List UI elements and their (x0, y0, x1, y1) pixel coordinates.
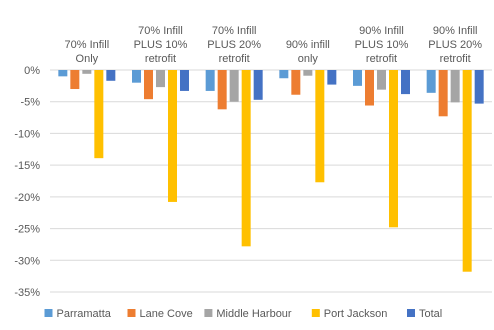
y-tick-label: -25% (14, 224, 40, 236)
bar-middle-harbour (303, 70, 312, 76)
bar-total (254, 70, 263, 100)
category-label: 70% Infill PLUS 10% retrofit (134, 25, 188, 65)
bar-middle-harbour (82, 70, 91, 74)
category-label-line: 90% Infill (433, 25, 478, 37)
category-label-line: PLUS 20% (428, 39, 482, 51)
bar-port-jackson (389, 70, 398, 227)
category-label-line: 70% Infill (138, 25, 183, 37)
bar-total (180, 70, 189, 91)
bar-total (327, 70, 336, 85)
bar-total (401, 70, 410, 94)
category-label-line: 90% infill (286, 39, 330, 51)
bar-port-jackson (242, 70, 251, 246)
y-tick-label: -20% (14, 192, 40, 204)
legend-swatch-parramatta (45, 309, 53, 317)
y-tick-label: 0% (24, 65, 40, 77)
bar-parramatta (353, 70, 362, 86)
bar-middle-harbour (451, 70, 460, 102)
bar-parramatta (279, 70, 288, 78)
bar-port-jackson (168, 70, 177, 202)
category-label-line: PLUS 10% (355, 39, 409, 51)
category-label-line: 90% Infill (359, 25, 404, 37)
bar-lane-cove (218, 70, 227, 109)
bar-parramatta (132, 70, 141, 83)
bar-middle-harbour (230, 70, 239, 102)
category-label-line: 70% Infill (65, 39, 110, 51)
bar-middle-harbour (377, 70, 386, 90)
bar-port-jackson (315, 70, 324, 182)
bar-lane-cove (439, 70, 448, 116)
legend-label-middle-harbour: Middle Harbour (216, 308, 292, 320)
bar-lane-cove (365, 70, 374, 106)
bar-port-jackson (463, 70, 472, 272)
bar-lane-cove (144, 70, 153, 99)
category-label-line: PLUS 10% (134, 39, 188, 51)
legend-label-parramatta: Parramatta (57, 308, 112, 320)
category-label: 70% Infill Only (65, 39, 110, 65)
bar-lane-cove (70, 70, 79, 89)
legend-swatch-middle-harbour (204, 309, 212, 317)
bar-parramatta (206, 70, 215, 91)
legend-swatch-port-jackson (312, 309, 320, 317)
y-tick-label: -5% (20, 97, 40, 109)
y-tick-label: -35% (14, 287, 40, 299)
category-label-line: PLUS 20% (207, 39, 261, 51)
category-label-line: only (298, 53, 319, 65)
category-label: 70% Infill PLUS 20% retrofit (207, 25, 261, 65)
category-label-line: retrofit (440, 53, 471, 65)
category-label-line: 70% Infill (212, 25, 257, 37)
bar-total (106, 70, 115, 81)
y-tick-label: -15% (14, 160, 40, 172)
category-label-line: retrofit (219, 53, 250, 65)
y-tick-label: -30% (14, 255, 40, 267)
legend-label-lane-cove: Lane Cove (140, 308, 193, 320)
legend-label-total: Total (419, 308, 442, 320)
bar-lane-cove (291, 70, 300, 95)
legend-swatch-lane-cove (128, 309, 136, 317)
category-label-line: retrofit (366, 53, 397, 65)
category-label: 90% infill only (286, 39, 330, 65)
y-tick-label: -10% (14, 128, 40, 140)
bar-parramatta (427, 70, 436, 93)
category-label-line: Only (76, 53, 99, 65)
category-label: 90% Infill PLUS 10% retrofit (355, 25, 409, 65)
bar-port-jackson (94, 70, 103, 158)
category-label: 90% Infill PLUS 20% retrofit (428, 25, 482, 65)
category-label-line: retrofit (145, 53, 176, 65)
bar-middle-harbour (156, 70, 165, 87)
bar-total (475, 70, 484, 104)
legend-label-port-jackson: Port Jackson (324, 308, 388, 320)
legend-swatch-total (407, 309, 415, 317)
bar-parramatta (58, 70, 67, 76)
